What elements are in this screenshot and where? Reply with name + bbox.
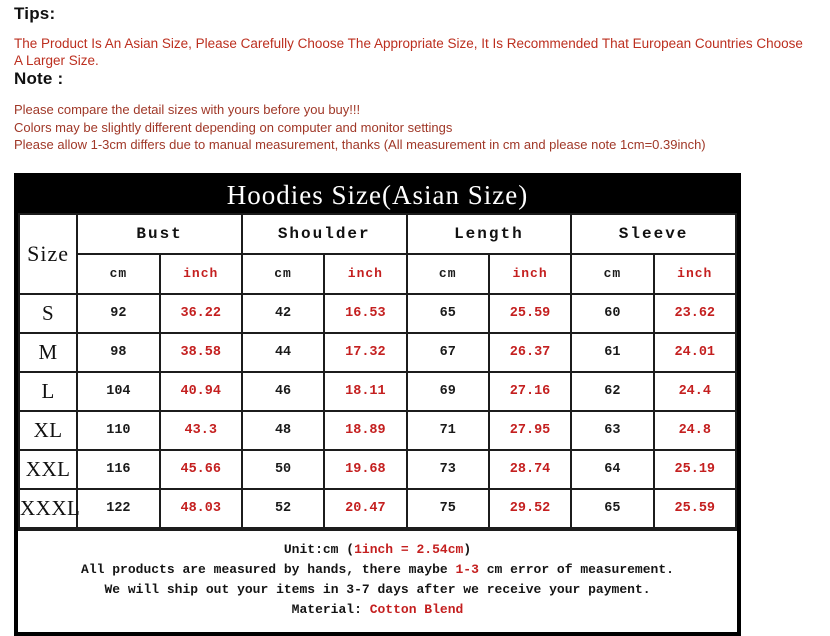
cell-cm: 63 xyxy=(570,409,655,451)
cell-cm: 46 xyxy=(240,370,326,412)
table-row: XL 110 43.3 48 18.89 71 27.95 63 24.8 xyxy=(17,409,738,451)
cell-inch: 25.59 xyxy=(487,292,573,334)
cell-cm: 48 xyxy=(240,409,326,451)
cell-inch: 40.94 xyxy=(158,370,243,412)
column-group-bust: Bust xyxy=(76,212,243,255)
cell-inch: 29.52 xyxy=(487,487,573,529)
column-group-shoulder: Shoulder xyxy=(240,212,408,255)
unit-header-inch: inch xyxy=(487,252,573,295)
unit-header-inch: inch xyxy=(652,252,738,295)
note-line: Please allow 1-3cm differs due to manual… xyxy=(14,137,706,152)
cell-inch: 48.03 xyxy=(158,487,243,529)
size-chart: Hoodies Size(Asian Size) Size Bust Shoul… xyxy=(14,172,741,636)
cell-inch: 38.58 xyxy=(158,331,243,373)
cell-cm: 44 xyxy=(240,331,326,373)
cell-cm: 110 xyxy=(76,409,161,451)
footer-text: ) xyxy=(463,541,472,557)
cell-cm: 116 xyxy=(76,448,161,490)
table-row: XXL 116 45.66 50 19.68 73 28.74 64 25.19 xyxy=(17,448,738,490)
footer-material-line: Material: Cotton Blend xyxy=(18,600,737,620)
size-label: M xyxy=(17,331,79,373)
size-corner-label: Size xyxy=(17,212,79,295)
unit-header-inch: inch xyxy=(158,252,243,295)
footer-shipping-line: We will ship out your items in 3-7 days … xyxy=(104,581,651,597)
cell-cm: 122 xyxy=(76,487,161,529)
note-line: Colors may be slightly different dependi… xyxy=(14,119,453,135)
footer-text-red: 1inch = 2.54cm xyxy=(354,541,464,557)
table-row: XXXL 122 48.03 52 20.47 75 29.52 65 25.5… xyxy=(17,487,738,529)
unit-header-inch: inch xyxy=(323,252,408,295)
size-chart-title: Hoodies Size(Asian Size) xyxy=(18,176,737,213)
cell-inch: 19.68 xyxy=(323,448,408,490)
cell-cm: 73 xyxy=(405,448,490,490)
footer-text: Material: xyxy=(291,601,370,617)
cell-inch: 24.8 xyxy=(652,409,738,451)
cell-inch: 25.19 xyxy=(652,448,738,490)
cell-cm: 104 xyxy=(76,370,161,412)
tips-text: The Product Is An Asian Size, Please Car… xyxy=(14,36,803,68)
size-label: L xyxy=(17,370,79,412)
note-lines: Please compare the detail sizes with you… xyxy=(14,101,830,154)
footer-text-red: Cotton Blend xyxy=(369,601,464,617)
cell-cm: 65 xyxy=(570,487,655,529)
cell-inch: 43.3 xyxy=(158,409,243,451)
table-row: L 104 40.94 46 18.11 69 27.16 62 24.4 xyxy=(17,370,738,412)
cell-cm: 67 xyxy=(405,331,490,373)
cell-inch: 26.37 xyxy=(487,331,573,373)
table-footer-notes: Unit:cm (1inch = 2.54cm) All products ar… xyxy=(18,528,737,632)
cell-inch: 24.01 xyxy=(652,331,738,373)
cell-inch: 16.53 xyxy=(323,292,408,334)
footer-text-red: 1-3 xyxy=(455,561,479,577)
cell-cm: 42 xyxy=(240,292,326,334)
size-label: XXXL xyxy=(17,487,80,529)
table-row: M 98 38.58 44 17.32 67 26.37 61 24.01 xyxy=(17,331,738,373)
footer-unit-line: Unit:cm (1inch = 2.54cm) xyxy=(18,540,737,560)
unit-header-cm: cm xyxy=(405,252,490,295)
cell-inch: 17.32 xyxy=(323,331,408,373)
cell-cm: 60 xyxy=(570,292,655,334)
cell-cm: 71 xyxy=(405,409,490,451)
cell-cm: 50 xyxy=(240,448,326,490)
size-label: XL xyxy=(17,409,79,451)
column-group-sleeve: Sleeve xyxy=(570,212,737,255)
cell-cm: 75 xyxy=(405,487,490,529)
size-label: S xyxy=(17,292,79,334)
unit-header-cm: cm xyxy=(240,252,326,295)
footer-measure-line: All products are measured by hands, ther… xyxy=(18,560,737,580)
note-heading: Note : xyxy=(14,69,64,88)
cell-inch: 45.66 xyxy=(158,448,243,490)
tips-heading: Tips: xyxy=(14,4,56,23)
size-chart-table: Size Bust Shoulder Length Sleeve cm inch… xyxy=(17,212,738,529)
cell-inch: 27.95 xyxy=(487,409,573,451)
unit-header-cm: cm xyxy=(570,252,655,295)
group-header-row: Size Bust Shoulder Length Sleeve xyxy=(17,212,737,295)
cell-cm: 52 xyxy=(240,487,326,529)
cell-inch: 24.4 xyxy=(652,370,738,412)
cell-inch: 18.11 xyxy=(323,370,408,412)
footer-text: Unit:cm ( xyxy=(283,541,355,557)
cell-inch: 28.74 xyxy=(487,448,573,490)
size-label: XXL xyxy=(17,448,79,490)
note-line: Please compare the detail sizes with you… xyxy=(14,102,361,117)
footer-text: cm error of measurement. xyxy=(478,561,674,577)
cell-inch: 23.62 xyxy=(652,292,738,334)
table-row: S 92 36.22 42 16.53 65 25.59 60 23.62 xyxy=(17,292,738,334)
footer-text: All products are measured by hands, ther… xyxy=(81,561,456,577)
cell-cm: 65 xyxy=(405,292,490,334)
cell-cm: 92 xyxy=(76,292,161,334)
cell-cm: 62 xyxy=(570,370,655,412)
column-group-length: Length xyxy=(405,212,573,255)
cell-cm: 61 xyxy=(570,331,655,373)
unit-header-cm: cm xyxy=(76,252,161,295)
cell-inch: 25.59 xyxy=(652,487,738,529)
cell-inch: 36.22 xyxy=(158,292,243,334)
cell-inch: 18.89 xyxy=(323,409,408,451)
cell-cm: 98 xyxy=(76,331,161,373)
cell-cm: 69 xyxy=(405,370,490,412)
unit-header-row: cm inch cm inch cm inch cm inch xyxy=(19,252,738,295)
cell-cm: 64 xyxy=(570,448,655,490)
cell-inch: 20.47 xyxy=(323,487,408,529)
cell-inch: 27.16 xyxy=(487,370,573,412)
